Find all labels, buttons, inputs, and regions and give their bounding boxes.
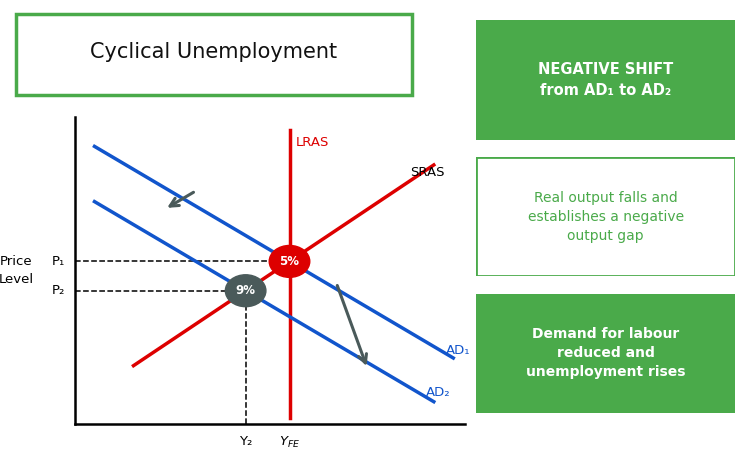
FancyBboxPatch shape (476, 294, 735, 413)
Circle shape (225, 275, 266, 307)
Text: Price
Level: Price Level (0, 255, 34, 286)
Text: NEGATIVE SHIFT
from AD₁ to AD₂: NEGATIVE SHIFT from AD₁ to AD₂ (538, 62, 674, 98)
Text: $Y_{FE}$: $Y_{FE}$ (279, 435, 300, 450)
FancyBboxPatch shape (16, 14, 412, 95)
Text: Cyclical Unemployment: Cyclical Unemployment (90, 42, 338, 62)
Text: Demand for labour
reduced and
unemployment rises: Demand for labour reduced and unemployme… (526, 327, 686, 379)
Text: Y₂: Y₂ (239, 435, 252, 448)
Text: 9%: 9% (236, 284, 256, 297)
Text: P₂: P₂ (52, 284, 65, 297)
Text: P₁: P₁ (52, 255, 65, 268)
Text: LRAS: LRAS (296, 136, 328, 149)
Circle shape (269, 245, 310, 277)
Text: 5%: 5% (280, 255, 299, 268)
Text: AD₂: AD₂ (426, 386, 451, 399)
Text: SRAS: SRAS (410, 166, 445, 179)
Text: Real output falls and
establishes a negative
output gap: Real output falls and establishes a nega… (527, 191, 684, 243)
FancyBboxPatch shape (476, 20, 735, 140)
FancyBboxPatch shape (476, 157, 735, 276)
Text: AD₁: AD₁ (446, 344, 470, 357)
